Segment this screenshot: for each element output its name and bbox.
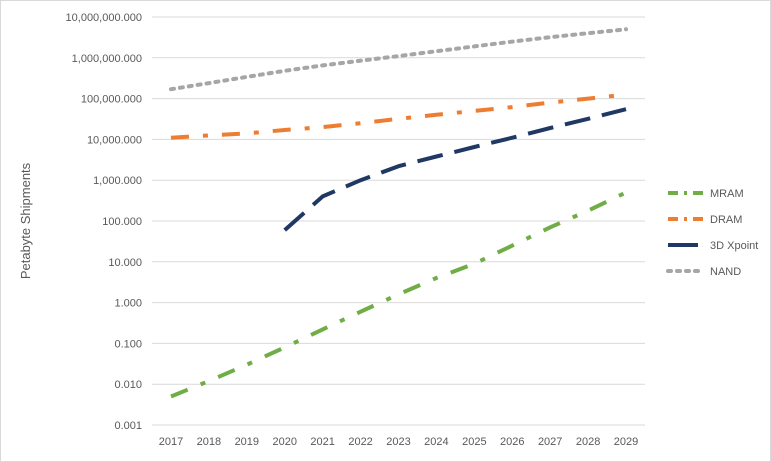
legend-label-3d-xpoint: 3D Xpoint bbox=[710, 240, 758, 252]
x-tick-label: 2022 bbox=[348, 436, 372, 448]
series-line-nand bbox=[169, 27, 628, 92]
x-tick-label: 2025 bbox=[462, 436, 486, 448]
y-tick-label: 10,000,000.000 bbox=[66, 12, 142, 24]
series-line-3d-xpoint bbox=[283, 107, 627, 232]
y-tick-label: 1,000.000 bbox=[93, 175, 142, 187]
y-axis-label: Petabyte Shipments bbox=[18, 162, 33, 279]
y-tick-label: 1,000,000.000 bbox=[72, 53, 142, 65]
y-tick-labels: 0.001 0.010 0.100 1.000 10.000 100.000 1,000.0… bbox=[66, 12, 142, 432]
y-tick-label: 0.100 bbox=[114, 338, 142, 350]
x-tick-label: 2018 bbox=[197, 436, 221, 448]
y-tick-label: 10,000.000 bbox=[87, 134, 142, 146]
x-tick-label: 2028 bbox=[576, 436, 600, 448]
legend-label-dram: DRAM bbox=[710, 214, 742, 226]
x-tick-label: 2024 bbox=[424, 436, 448, 448]
x-tick-label: 2019 bbox=[235, 436, 259, 448]
y-tick-label: 10.000 bbox=[108, 257, 142, 269]
x-tick-label: 2021 bbox=[310, 436, 334, 448]
legend: MRAM DRAM 3D Xpoint NAND bbox=[666, 188, 758, 278]
legend-label-mram: MRAM bbox=[710, 188, 744, 200]
y-tick-label: 0.001 bbox=[114, 420, 142, 432]
series-line-dram bbox=[170, 92, 627, 140]
y-tick-label: 0.010 bbox=[114, 379, 142, 391]
gridlines bbox=[152, 16, 645, 426]
x-tick-label: 2020 bbox=[272, 436, 296, 448]
x-tick-label: 2026 bbox=[500, 436, 524, 448]
legend-label-nand: NAND bbox=[710, 266, 741, 278]
x-tick-label: 2017 bbox=[159, 436, 183, 448]
y-tick-label: 1.000 bbox=[114, 298, 142, 310]
y-tick-label: 100,000.000 bbox=[81, 94, 142, 106]
series-lines bbox=[169, 27, 628, 399]
series-line-mram bbox=[170, 190, 627, 399]
x-tick-label: 2027 bbox=[538, 436, 562, 448]
x-tick-labels: 2017 2018 2019 2020 2021 2022 2023 2024 2025 2026… bbox=[159, 436, 639, 448]
x-tick-label: 2029 bbox=[614, 436, 638, 448]
y-tick-label: 100.000 bbox=[102, 216, 142, 228]
x-tick-label: 2023 bbox=[386, 436, 410, 448]
